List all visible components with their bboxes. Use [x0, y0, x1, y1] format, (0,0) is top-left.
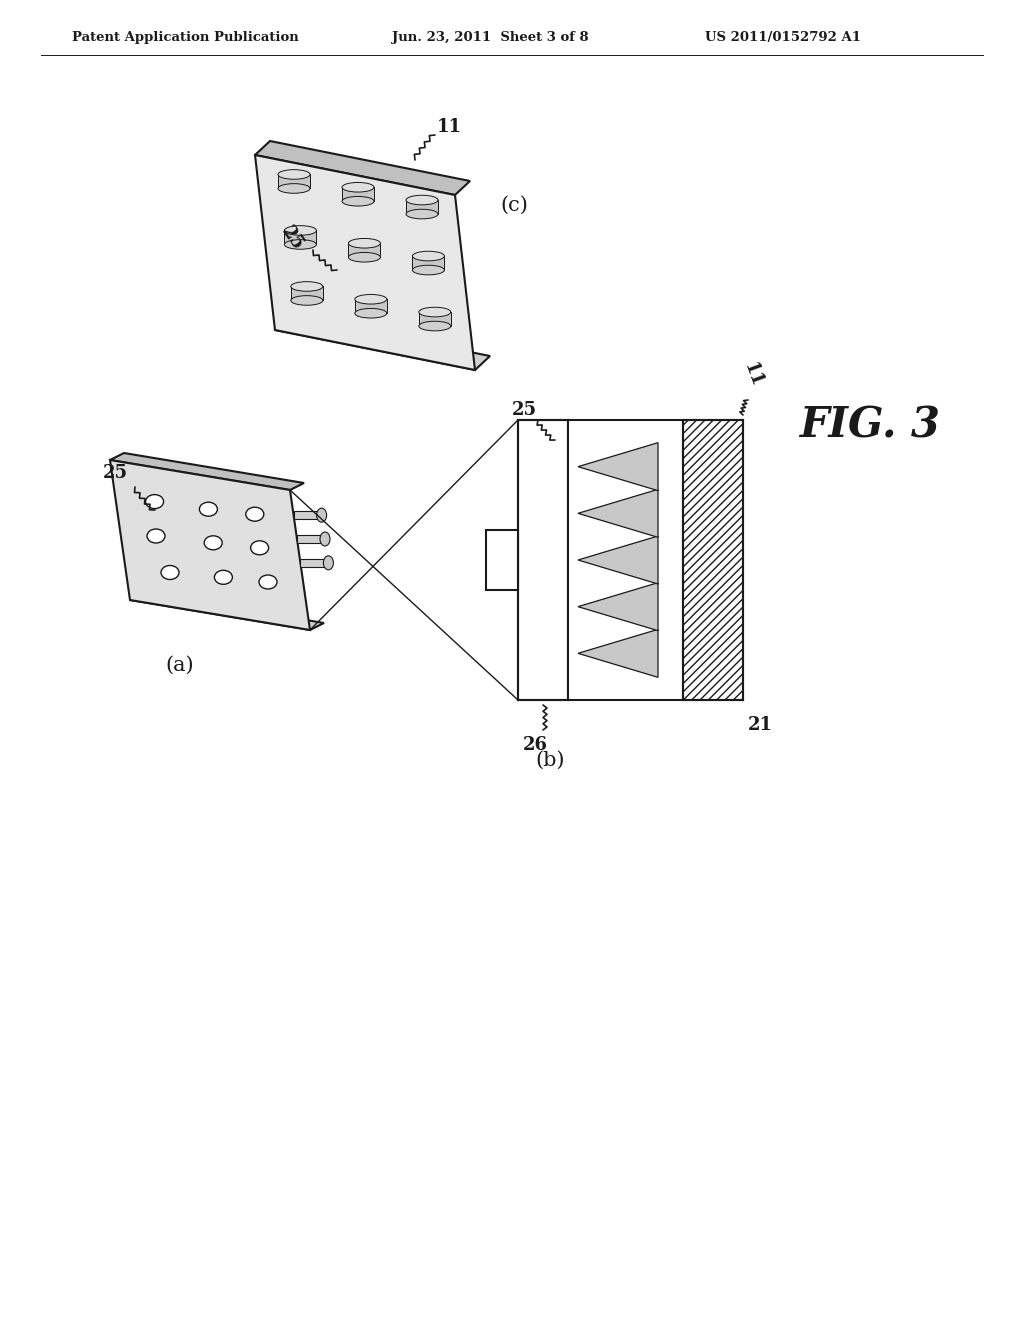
Ellipse shape [342, 182, 374, 191]
Ellipse shape [145, 495, 164, 508]
Ellipse shape [348, 239, 380, 248]
Ellipse shape [161, 565, 179, 579]
Text: 25: 25 [103, 465, 128, 482]
Ellipse shape [419, 308, 451, 317]
Polygon shape [419, 312, 451, 326]
Ellipse shape [316, 508, 327, 523]
Ellipse shape [354, 294, 387, 304]
Polygon shape [297, 535, 325, 543]
Polygon shape [300, 558, 329, 566]
Text: 25: 25 [512, 401, 538, 418]
Polygon shape [413, 256, 444, 271]
Ellipse shape [291, 281, 323, 292]
Ellipse shape [246, 507, 264, 521]
Text: 11: 11 [437, 117, 462, 136]
Polygon shape [354, 300, 387, 313]
Text: FIG. 3: FIG. 3 [800, 404, 941, 446]
Text: (c): (c) [500, 195, 528, 214]
Polygon shape [255, 154, 475, 370]
Polygon shape [110, 453, 304, 490]
Polygon shape [255, 141, 470, 195]
Ellipse shape [406, 210, 438, 219]
Text: 25: 25 [278, 223, 307, 253]
Polygon shape [578, 442, 658, 491]
Polygon shape [294, 511, 322, 519]
Polygon shape [578, 536, 658, 583]
Ellipse shape [291, 296, 323, 305]
Ellipse shape [354, 309, 387, 318]
FancyBboxPatch shape [568, 420, 683, 700]
Text: 11: 11 [740, 360, 766, 389]
Polygon shape [110, 459, 310, 630]
Ellipse shape [259, 576, 278, 589]
Polygon shape [285, 231, 316, 244]
Polygon shape [406, 201, 438, 214]
Ellipse shape [348, 252, 380, 263]
Polygon shape [578, 582, 658, 631]
Polygon shape [342, 187, 374, 201]
Ellipse shape [147, 529, 165, 543]
Polygon shape [578, 630, 658, 677]
Polygon shape [291, 286, 323, 301]
Text: US 2011/0152792 A1: US 2011/0152792 A1 [705, 30, 861, 44]
Ellipse shape [413, 251, 444, 261]
Ellipse shape [200, 502, 217, 516]
Ellipse shape [419, 321, 451, 331]
Polygon shape [578, 490, 658, 537]
Polygon shape [275, 315, 490, 370]
Text: 26: 26 [523, 737, 548, 754]
Polygon shape [130, 593, 324, 630]
Text: Patent Application Publication: Patent Application Publication [72, 30, 299, 44]
Ellipse shape [319, 532, 330, 546]
FancyBboxPatch shape [683, 420, 743, 700]
Ellipse shape [285, 226, 316, 235]
Text: (a): (a) [165, 656, 194, 675]
Polygon shape [348, 243, 380, 257]
Text: Jun. 23, 2011  Sheet 3 of 8: Jun. 23, 2011 Sheet 3 of 8 [392, 30, 589, 44]
Ellipse shape [285, 240, 316, 249]
Ellipse shape [324, 556, 334, 570]
Polygon shape [278, 174, 310, 189]
Ellipse shape [413, 265, 444, 275]
FancyBboxPatch shape [486, 531, 518, 590]
Ellipse shape [204, 536, 222, 550]
FancyBboxPatch shape [518, 420, 568, 700]
Ellipse shape [342, 197, 374, 206]
Text: 21: 21 [748, 715, 773, 734]
Text: (b): (b) [535, 751, 564, 770]
Ellipse shape [278, 183, 310, 193]
Ellipse shape [214, 570, 232, 585]
Ellipse shape [406, 195, 438, 205]
Ellipse shape [278, 170, 310, 180]
Ellipse shape [251, 541, 268, 554]
